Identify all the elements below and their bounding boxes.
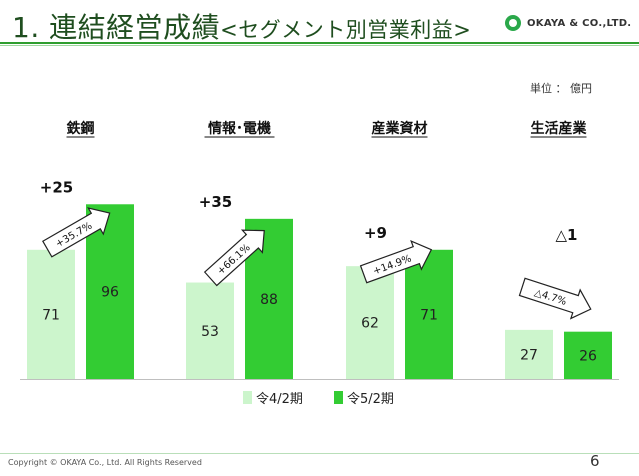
growth-arrow-shape: [518, 277, 592, 320]
legend-swatch: [334, 391, 343, 404]
page-title-subtitle: <セグメント別営業利益>: [220, 18, 472, 42]
unit-label: 単位 ： 億円: [530, 82, 592, 95]
growth-arrow-shape: [359, 239, 433, 284]
growth-arrow: △4.7%: [518, 277, 592, 320]
data-label: 26: [579, 348, 597, 364]
footer-divider: [0, 453, 639, 454]
legend-swatch: [243, 391, 252, 404]
bar: [405, 249, 453, 379]
category-label: 鉄鋼: [67, 120, 95, 137]
bar: [27, 249, 75, 379]
growth-arrow: +35.7%: [42, 207, 111, 258]
growth-arrow-shape: [42, 207, 111, 258]
bar: [86, 204, 134, 379]
title-divider-thin: [0, 45, 639, 46]
growth-arrow-shape: [203, 229, 265, 287]
legend-label: 令5/2期: [347, 392, 394, 407]
data-label: 71: [42, 307, 60, 323]
bar: [186, 282, 234, 379]
data-label: 71: [420, 307, 438, 323]
data-label: 96: [101, 285, 119, 301]
company-name: OKAYA & CO.,LTD.: [527, 17, 632, 29]
data-label: 62: [361, 316, 379, 332]
company-logo: OKAYA & CO.,LTD.: [505, 15, 631, 31]
category-label: 産業資材: [372, 120, 428, 137]
bar: [505, 329, 553, 379]
legend-label: 令4/2期: [256, 392, 303, 407]
page-title-main: 1. 連結経営成績: [12, 11, 221, 44]
title-divider: [0, 42, 639, 44]
segment-profit-chart: 鉄鋼7196+25+35.7%情報･電機5388+35+66.1%産業資材627…: [20, 120, 619, 407]
change-amount: +35: [199, 193, 232, 211]
data-label: 53: [201, 324, 219, 340]
title-bar: 1. 連結経営成績<セグメント別営業利益> OKAYA & CO.,LTD.: [0, 0, 639, 50]
category-label: 生活産業: [531, 120, 588, 137]
change-amount: +9: [364, 224, 387, 242]
page-title: 1. 連結経営成績<セグメント別営業利益>: [12, 6, 471, 46]
copyright: Copyright © OKAYA Co., Ltd. All Rights R…: [8, 458, 202, 467]
data-label: 88: [260, 292, 278, 308]
category-label: 情報･電機: [208, 120, 271, 137]
page-number: 6: [590, 452, 600, 470]
bar: [564, 331, 612, 379]
data-label: 27: [520, 347, 538, 363]
change-amount: △1: [556, 226, 578, 244]
logo-circle-icon: [505, 15, 521, 31]
change-amount: +25: [40, 178, 73, 196]
bar: [346, 266, 394, 379]
